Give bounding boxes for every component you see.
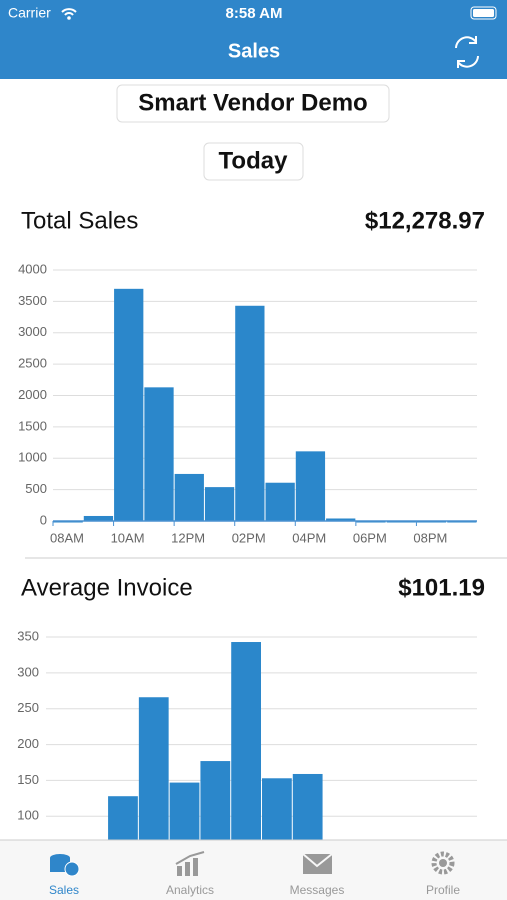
tab-label[interactable]: Analytics (166, 883, 214, 897)
y-tick-label: 350 (17, 628, 39, 643)
y-tick-label: 200 (17, 736, 39, 751)
x-tick-label: 10AM (111, 530, 145, 545)
tab-background (0, 840, 507, 900)
y-tick-label: 100 (17, 808, 39, 823)
bar (326, 518, 356, 521)
x-tick-label: 06PM (353, 530, 387, 545)
store-name: Smart Vendor Demo (138, 89, 367, 116)
x-tick-label: 04PM (292, 530, 326, 545)
x-tick-label: 08PM (413, 530, 447, 545)
tab-label[interactable]: Sales (49, 883, 79, 897)
tab-label[interactable]: Messages (290, 883, 345, 897)
sales-icon (50, 854, 80, 877)
y-tick-label: 1500 (18, 418, 47, 433)
x-tick-label: 02PM (232, 530, 266, 545)
x-tick-label: 08AM (50, 530, 84, 545)
tab-label[interactable]: Profile (426, 883, 460, 897)
nav-title: Sales (228, 40, 280, 62)
clock: 8:58 AM (226, 5, 283, 22)
profile-icon (431, 851, 455, 875)
y-tick-label: 2500 (18, 356, 47, 371)
chart-title: Total Sales (21, 207, 138, 234)
battery (470, 6, 497, 20)
period-selector[interactable] (203, 142, 304, 181)
y-tick-label: 4000 (18, 261, 47, 276)
y-tick-label: 3000 (18, 324, 47, 339)
period: Today (219, 147, 289, 174)
wifi-icon (61, 8, 77, 16)
bar (174, 473, 204, 521)
bar (295, 451, 326, 521)
x-tick-label: 12PM (171, 530, 205, 545)
bar (204, 487, 235, 521)
chart-title: Average Invoice (21, 574, 193, 601)
chart-summary: $101.19 (398, 574, 485, 601)
y-tick-label: 0 (40, 512, 47, 527)
tab-bar: Sales Analytics Messages Profile (0, 839, 507, 900)
bar (114, 288, 144, 521)
store-selector[interactable] (116, 84, 390, 123)
y-tick-label: 150 (17, 772, 39, 787)
nav-background (0, 0, 507, 79)
bar (235, 305, 265, 521)
battery-level (473, 9, 494, 17)
analytics-icon (175, 851, 205, 876)
bar (265, 482, 295, 521)
wifi-dot (67, 16, 71, 20)
messages-icon-flap (302, 853, 333, 868)
y-tick-label: 500 (25, 481, 47, 496)
bar (144, 387, 174, 521)
y-tick-label: 300 (17, 664, 39, 679)
y-tick-label: 250 (17, 700, 39, 715)
bar (83, 515, 114, 521)
y-tick-label: 2000 (18, 387, 47, 402)
profile-icon-hub (439, 859, 447, 867)
plots: 0 500 1000 1500 2000 2500 3000 3500 4000 08AM 10AM… (17, 261, 477, 888)
y-tick-label: 1000 (18, 450, 47, 465)
carrier: Carrier (8, 5, 51, 21)
refresh-button[interactable] (455, 36, 479, 68)
y-tick-label: 3500 (18, 293, 47, 308)
chart-summary: $12,278.97 (365, 207, 485, 234)
